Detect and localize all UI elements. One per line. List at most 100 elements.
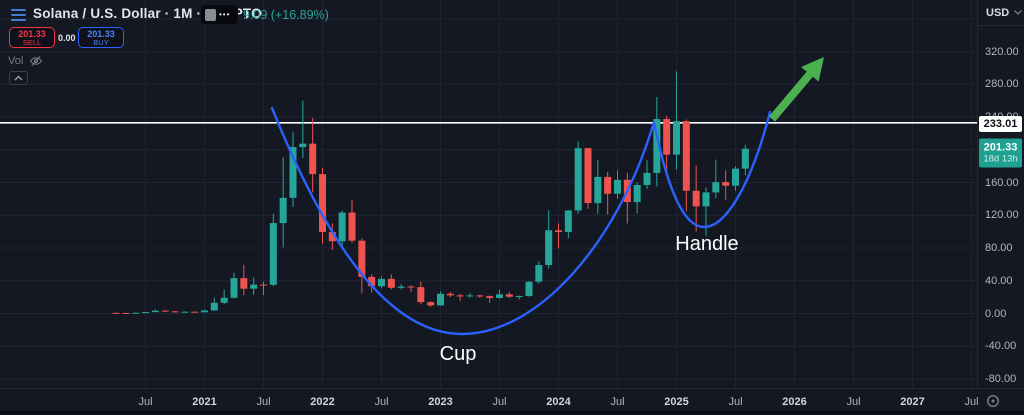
caret-down-icon [1014,10,1023,15]
price-tick-label: -40.00 [985,340,1017,353]
candle [112,312,120,314]
time-tick-label: Jul [138,396,153,408]
price-tick-label: 280.00 [985,78,1019,91]
candle [122,312,130,314]
eye-off-icon[interactable] [29,54,43,68]
candle [132,312,140,314]
candle [486,295,494,303]
price-tick-label: 120.00 [985,209,1019,222]
cup-and-handle-curve[interactable] [270,106,772,336]
breakout-line-price-label: 233.01 [979,115,1022,132]
candle [377,276,385,289]
time-tick-label: 2025 [664,396,689,408]
candle [525,281,533,297]
bar-countdown: 18d 13h [983,153,1018,165]
price-tick-label: -80.00 [985,372,1017,385]
candle [299,100,307,158]
candle [456,293,464,301]
candle [220,289,228,305]
time-tick-label: Jul [964,396,979,408]
candle [712,159,720,199]
candle [564,209,572,239]
price-change-text: 9.09 (+16.89%) [243,8,329,22]
currency-label: USD [986,6,1010,19]
current-price: 201.33 [983,141,1018,154]
candle [250,277,258,295]
time-axis[interactable]: Jul 2021 Jul 2022 Jul 2023 Jul 2024 Jul 2025 Jul 20… [0,388,1024,415]
price-tick-label: 0.00 [985,307,1007,320]
candle [417,281,425,305]
candle [554,223,562,249]
time-tick-label: Jul [846,396,861,408]
cup-annotation-label[interactable]: Cup [439,343,477,365]
candle [594,159,602,214]
redaction-box [205,8,216,21]
candle [584,147,592,209]
projection-arrow[interactable] [768,57,824,122]
price-tick-label: 320.00 [985,45,1019,58]
candle [672,71,680,170]
candle [574,141,582,214]
candle [633,182,641,214]
candle [653,97,661,187]
candle [731,166,739,191]
candle [722,170,730,200]
candle [643,160,651,190]
candle [171,311,179,313]
buy-button[interactable]: 201.33 BUY [78,27,124,48]
candle [387,274,395,290]
candle [348,199,356,243]
price-tick-label: 160.00 [985,176,1019,189]
ohlc-redaction-pill: ••• [201,5,238,24]
candle [436,291,444,306]
candle [289,131,297,208]
candle [309,117,317,193]
price-tick-label: 80.00 [985,242,1013,255]
candle [210,297,218,311]
sell-button[interactable]: 201.33 SELL [9,27,55,48]
candle [663,115,671,176]
candle [702,187,710,236]
time-tick-label: Jul [374,396,389,408]
candle [692,165,700,232]
candle [613,170,621,199]
symbol-menu-icon[interactable] [11,9,26,21]
time-tick-label: 2021 [192,396,217,408]
candle [505,292,513,298]
time-tick-label: 2023 [428,396,453,408]
time-tick-label: Jul [492,396,507,408]
scale-reset-icon[interactable] [986,394,1000,408]
candle [358,238,366,294]
candle [368,274,376,293]
candle [741,144,749,176]
time-tick-label: Jul [256,396,271,408]
time-tick-label: 2022 [310,396,335,408]
candle [230,272,238,299]
chevron-up-icon [14,75,23,81]
candle [495,289,503,299]
handle-annotation-label[interactable]: Handle [675,233,739,255]
candle [682,119,690,212]
currency-selector[interactable]: USD [978,0,1024,26]
candle [476,294,484,299]
candle [407,285,415,293]
time-tick-label: 2027 [900,396,925,408]
candle [318,167,326,244]
candle [240,264,248,296]
sell-price: 201.33 [18,28,46,39]
candle [515,295,523,300]
volume-indicator-label[interactable]: Vol [8,55,24,67]
candle [200,309,208,313]
more-options-icon[interactable]: ••• [219,9,231,19]
sell-label: SELL [22,37,42,47]
collapse-pane-button[interactable] [9,71,28,85]
buy-label: BUY [93,37,109,47]
candle [338,210,346,250]
candle [279,157,287,248]
buy-price: 201.33 [87,28,115,39]
price-tick-label: 40.00 [985,274,1013,287]
price-axis[interactable]: USD 320.00280.00240.00160.00120.0080.004… [977,0,1024,388]
candle [545,210,553,269]
